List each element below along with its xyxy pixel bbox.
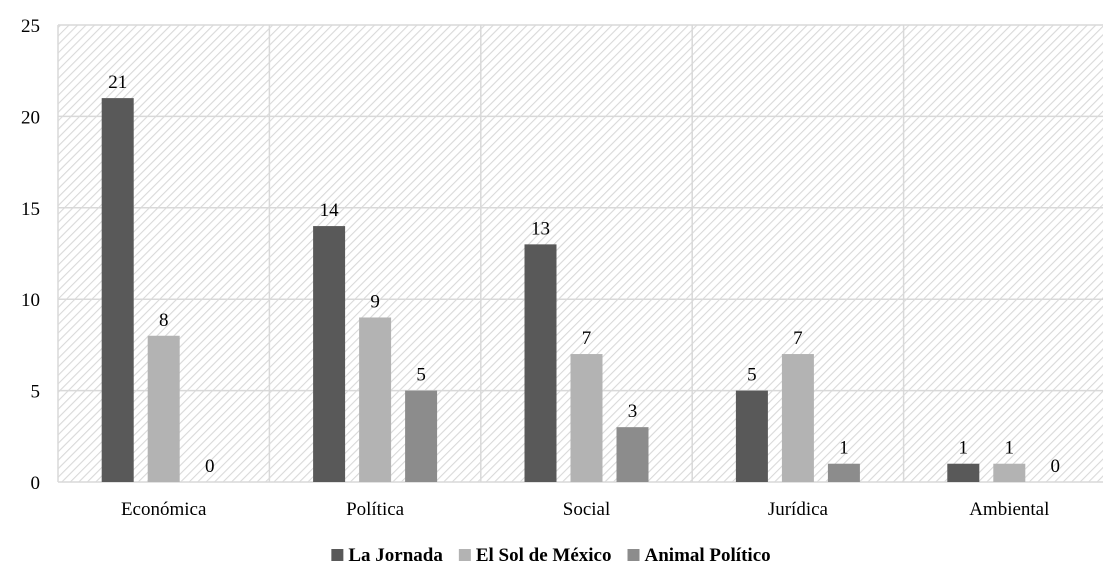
bar — [524, 244, 557, 482]
data-label: 1 — [1005, 438, 1015, 459]
legend-item: Animal Político — [627, 545, 771, 566]
y-tick-label: 20 — [21, 107, 40, 128]
data-label: 7 — [582, 328, 592, 349]
bar — [781, 354, 814, 482]
y-axis: 0 5 10 15 20 25 — [21, 16, 40, 494]
bar — [735, 390, 768, 482]
data-label: 3 — [628, 401, 638, 422]
bar — [947, 463, 980, 482]
x-tick-label: Jurídica — [768, 499, 829, 520]
data-label: 14 — [320, 200, 340, 221]
x-tick-label: Ambiental — [969, 499, 1049, 520]
legend-swatch — [331, 549, 344, 561]
y-tick-label: 25 — [21, 16, 40, 37]
x-tick-label: Social — [563, 499, 611, 520]
bar — [313, 226, 346, 482]
data-label: 1 — [959, 438, 969, 459]
data-label: 9 — [370, 291, 380, 312]
legend-item: La Jornada — [331, 545, 443, 566]
data-label: 8 — [159, 310, 169, 331]
data-label: 21 — [108, 72, 127, 93]
bar — [570, 354, 603, 482]
x-tick-label: Económica — [121, 499, 207, 520]
bar — [359, 317, 392, 482]
y-tick-label: 0 — [31, 473, 41, 494]
bar — [616, 427, 649, 482]
legend: La Jornada El Sol de México Animal Polític… — [331, 545, 771, 566]
x-tick-label: Política — [346, 499, 405, 520]
bar — [147, 335, 180, 482]
x-axis: Económica Política Social Jurídica Ambiental — [121, 499, 1049, 520]
legend-label: La Jornada — [348, 545, 443, 566]
legend-label: El Sol de México — [476, 545, 612, 566]
data-label: 7 — [793, 328, 803, 349]
y-tick-label: 5 — [31, 382, 41, 403]
y-tick-label: 15 — [21, 199, 40, 220]
data-label: 5 — [747, 365, 757, 386]
data-label: 0 — [1051, 456, 1061, 477]
data-label: 5 — [416, 365, 426, 386]
data-label: 0 — [205, 456, 215, 477]
data-label: 1 — [839, 438, 849, 459]
bar — [101, 98, 134, 483]
bar — [827, 463, 860, 482]
legend-label: Animal Político — [645, 545, 771, 566]
y-tick-label: 10 — [21, 290, 40, 311]
data-label: 13 — [531, 218, 550, 239]
bar — [993, 463, 1026, 482]
legend-swatch — [627, 549, 640, 561]
data-labels: 21 8 0 14 9 5 13 7 3 5 7 1 1 1 0 — [108, 72, 1060, 477]
bar — [405, 390, 438, 482]
legend-swatch — [458, 549, 471, 561]
legend-item: El Sol de México — [458, 545, 612, 566]
bars — [101, 98, 1026, 483]
